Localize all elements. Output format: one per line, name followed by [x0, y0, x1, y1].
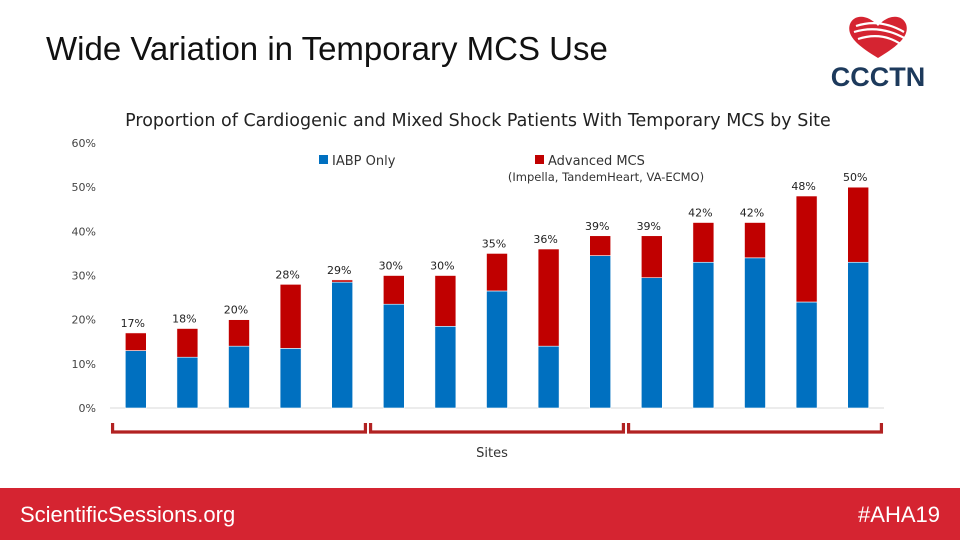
total-label: 18%: [172, 313, 196, 326]
total-label: 48%: [791, 180, 815, 193]
bar-iabp-segment: [692, 261, 715, 409]
site-group-braces: [110, 423, 884, 434]
total-label: 29%: [327, 264, 351, 277]
bar-iabp-segment: [279, 348, 302, 409]
bar-advanced-segment: [692, 222, 715, 263]
legend-swatch-advanced: [535, 155, 544, 164]
bar-advanced-segment: [125, 332, 147, 351]
total-label: 39%: [585, 220, 609, 233]
total-label: 42%: [740, 207, 764, 220]
bar-iabp-segment: [486, 290, 508, 409]
bar-iabp-segment: [744, 257, 766, 409]
bar-advanced-segment: [331, 279, 354, 283]
total-label: 35%: [482, 237, 506, 250]
logo-text: CCCTN: [830, 62, 926, 92]
total-label: 30%: [430, 260, 454, 273]
total-label: 36%: [533, 233, 557, 246]
bar-advanced-segment: [434, 275, 457, 327]
y-tick-label: 40%: [72, 225, 96, 238]
footer-hashtag: #AHA19: [858, 502, 940, 527]
bar-iabp-segment: [228, 345, 250, 409]
bar-advanced-segment: [382, 275, 405, 305]
y-tick-label: 30%: [72, 270, 96, 283]
bar-advanced-segment: [589, 235, 612, 256]
bar-iabp-segment: [434, 325, 457, 409]
ccctn-logo: CCCTN: [828, 12, 928, 92]
y-tick-label: 20%: [72, 314, 96, 327]
y-tick-label: 50%: [72, 181, 96, 194]
y-tick-label: 0%: [79, 402, 96, 415]
bar-iabp-segment: [589, 255, 612, 409]
total-label: 39%: [637, 220, 661, 233]
bar-advanced-segment: [847, 186, 870, 263]
total-label: 28%: [275, 268, 299, 281]
footer-bar: [0, 488, 960, 540]
bar-advanced-segment: [228, 319, 250, 347]
bar-iabp-segment: [795, 301, 818, 409]
heart-logo-icon: [849, 16, 907, 58]
slide-title: Wide Variation in Temporary MCS Use: [46, 30, 608, 67]
total-label: 42%: [688, 207, 712, 220]
bar-iabp-segment: [125, 350, 147, 409]
bar-iabp-segment: [176, 356, 199, 409]
bar-advanced-segment: [537, 248, 560, 347]
bars: [125, 186, 870, 409]
bar-advanced-segment: [176, 328, 199, 358]
bar-advanced-segment: [279, 284, 302, 349]
legend: IABP Only Advanced MCS (Impella, TandemH…: [319, 154, 704, 184]
total-label: 20%: [224, 304, 248, 317]
footer-website: ScientificSessions.org: [20, 502, 236, 527]
total-label: 30%: [379, 260, 403, 273]
total-label: 50%: [843, 171, 867, 184]
total-labels: 17% 18% 20% 28% 29% 30% 30% 35% 36% 39% 39% 42% 42% 4…: [121, 171, 868, 330]
group-brace: [626, 423, 884, 434]
legend-label-iabp: IABP Only: [332, 154, 396, 169]
chart-title: Proportion of Cardiogenic and Mixed Shoc…: [125, 111, 831, 131]
bar-advanced-segment: [640, 235, 663, 279]
bar-iabp-segment: [537, 345, 560, 409]
group-brace: [110, 423, 368, 434]
bar-iabp-segment: [847, 261, 870, 409]
stacked-bar-chart: Proportion of Cardiogenic and Mixed Shoc…: [72, 111, 884, 461]
legend-label-advanced: Advanced MCS: [548, 154, 645, 169]
y-tick-label: 10%: [72, 358, 96, 371]
total-label: 17%: [121, 317, 145, 330]
group-brace: [368, 423, 626, 434]
y-tick-label: 60%: [72, 137, 96, 150]
bar-iabp-segment: [382, 303, 405, 409]
legend-swatch-iabp: [319, 155, 328, 164]
bar-advanced-segment: [795, 195, 818, 303]
legend-note: (Impella, TandemHeart, VA-ECMO): [508, 170, 704, 184]
bar-advanced-segment: [486, 253, 508, 292]
bar-advanced-segment: [744, 222, 766, 259]
bar-iabp-segment: [640, 277, 663, 409]
x-axis-label: Sites: [476, 446, 508, 461]
bar-iabp-segment: [331, 281, 354, 409]
